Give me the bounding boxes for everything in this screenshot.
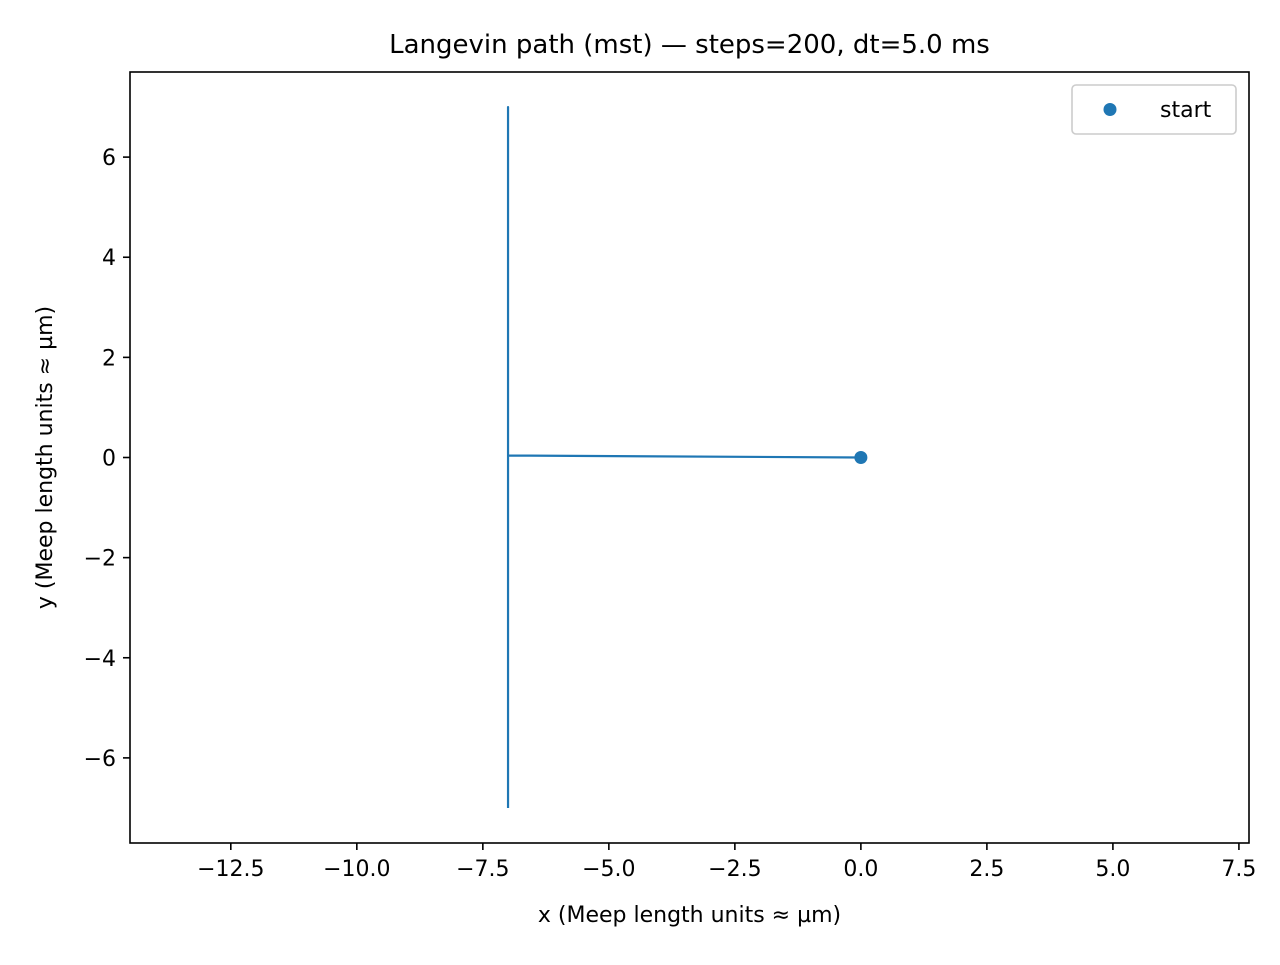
y-tick-label: −2 [84,547,116,572]
x-tick-label: −12.5 [197,857,264,882]
y-tick-label: −6 [84,747,116,772]
y-tick-label: 6 [102,146,116,171]
legend: start [1071,84,1237,135]
x-tick-label: −10.0 [323,857,390,882]
path-series-line [506,105,861,808]
x-tick-label: 2.5 [969,857,1004,882]
x-tick-label: −5.0 [582,857,635,882]
y-axis-label: y (Meep length units ≈ µm) [33,306,58,609]
y-tick-label: −4 [84,647,116,672]
x-tick-label: 0.0 [843,857,878,882]
series-layer [506,105,868,808]
legend-marker-start [1103,103,1117,116]
chart-title: Langevin path (mst) — steps=200, dt=5.0 … [389,30,990,60]
y-tick-label: 2 [102,346,116,371]
x-tick-label: −2.5 [708,857,761,882]
x-tick-label: −7.5 [456,857,509,882]
x-axis-ticks: −12.5 −10.0 −7.5 −5.0 −2.5 0.0 2.5 5.0 7.5 [197,843,1256,882]
y-axis-ticks: −6 −4 −2 0 2 4 6 [84,146,130,772]
y-tick-label: 4 [102,246,116,271]
legend-label-start: start [1160,98,1212,123]
x-axis-label: x (Meep length units ≈ µm) [538,903,841,928]
start-point-marker [854,451,868,464]
x-tick-label: 5.0 [1095,857,1130,882]
y-tick-label: 0 [102,447,116,472]
legend-box [1071,84,1237,135]
x-tick-label: 7.5 [1221,857,1256,882]
